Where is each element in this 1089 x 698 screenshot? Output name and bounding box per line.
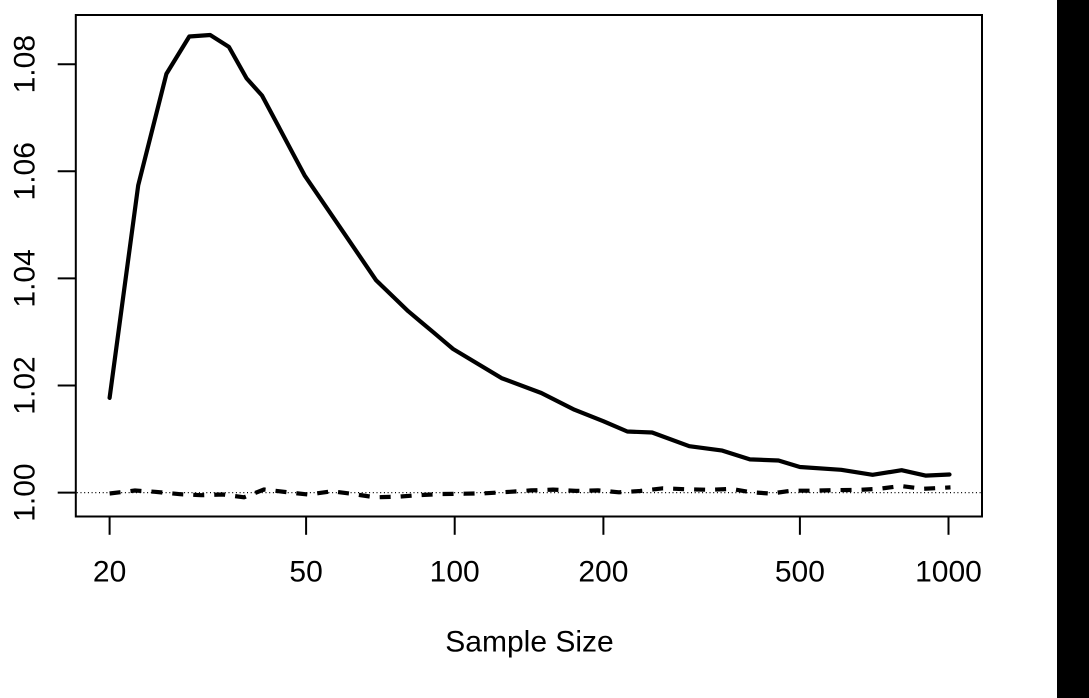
svg-text:20: 20 [93,555,126,588]
svg-text:200: 200 [578,555,628,588]
svg-text:1000: 1000 [915,555,982,588]
svg-text:500: 500 [775,555,825,588]
svg-text:1.04: 1.04 [9,249,42,307]
svg-text:50: 50 [289,555,322,588]
svg-text:Sample Size: Sample Size [445,626,613,659]
svg-text:100: 100 [430,555,480,588]
svg-text:1.08: 1.08 [9,35,42,93]
svg-text:1.02: 1.02 [9,356,42,414]
svg-text:1.00: 1.00 [9,463,42,521]
svg-text:1.06: 1.06 [9,142,42,200]
